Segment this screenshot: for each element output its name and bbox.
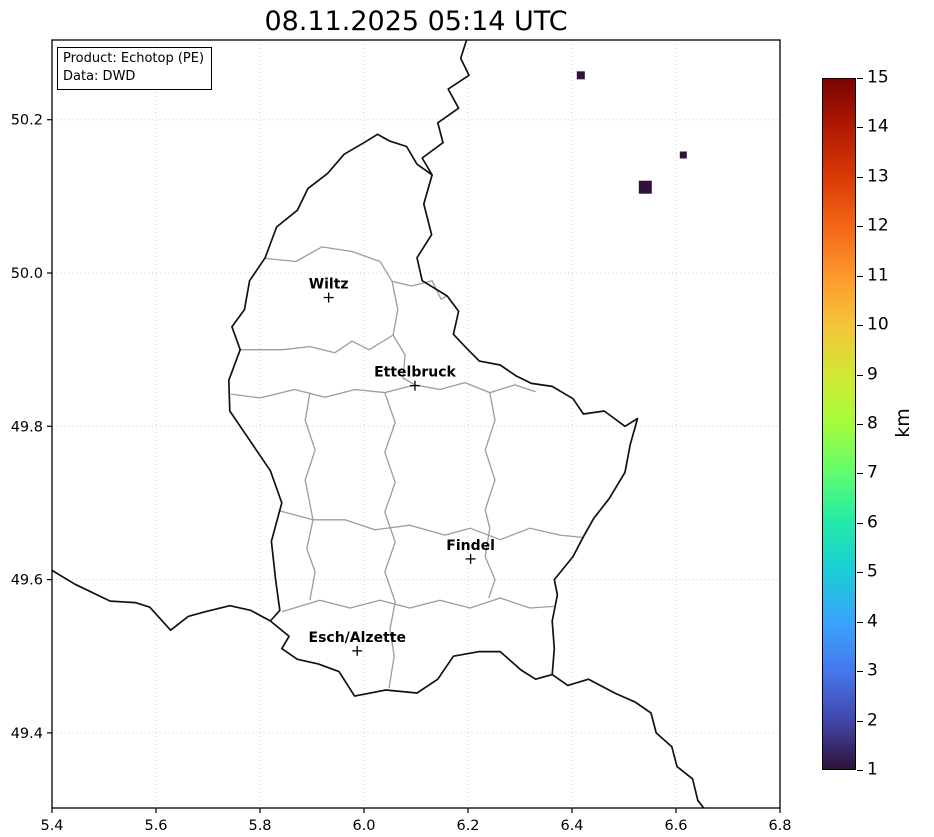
x-tick-label: 6.2 xyxy=(456,818,479,834)
y-tick-label: 49.6 xyxy=(11,573,43,589)
radar-echo-3 xyxy=(638,180,652,194)
product-info-line2: Data: DWD xyxy=(63,69,136,85)
y-tick-label: 50.2 xyxy=(11,113,43,129)
district-border-south-horizontal xyxy=(281,597,554,613)
radar-echo-2 xyxy=(679,151,687,159)
city-label-ettelbruck: Ettelbruck xyxy=(374,365,456,381)
district-border-west-vertical-south xyxy=(306,519,316,601)
x-tick-label: 6.4 xyxy=(560,818,583,834)
x-tick-label: 5.4 xyxy=(40,818,63,834)
city-label-findel: Findel xyxy=(446,538,495,554)
city-label-esch-alzette: Esch/Alzette xyxy=(309,630,406,646)
city-label-wiltz: Wiltz xyxy=(309,277,349,293)
plot-frame xyxy=(51,39,781,809)
x-tick-label: 6.0 xyxy=(352,818,375,834)
country-border-france-belgium xyxy=(52,569,271,632)
product-info-box: Product: Echotop (PE) Data: DWD xyxy=(57,47,213,91)
country-border-france-germany xyxy=(551,673,705,808)
country-border-belgium-germany xyxy=(421,40,470,176)
map-layer: Wiltz Ettelbruck Findel Esch/Alzette xyxy=(52,40,705,808)
district-border-mid-horizontal xyxy=(278,509,583,541)
district-border-ettelbruck-west xyxy=(230,384,416,399)
district-border-ettelbruck-east xyxy=(414,381,536,394)
district-border-wiltz-south xyxy=(239,334,394,354)
x-tick-label: 5.6 xyxy=(144,818,167,834)
country-border-luxembourg xyxy=(227,133,639,697)
district-border-center-vertical-north xyxy=(391,281,416,386)
district-border-findel-vertical xyxy=(484,528,496,599)
district-border-center-vertical-south xyxy=(384,392,396,689)
district-border-east-vertical xyxy=(484,392,496,529)
colorbar-unit-label: km xyxy=(892,408,914,438)
product-info-line1: Product: Echotop (PE) xyxy=(63,51,205,66)
y-tick-label: 50.0 xyxy=(11,266,43,282)
plot-title: 08.11.2025 05:14 UTC xyxy=(264,6,568,37)
district-border-west-vertical xyxy=(304,392,316,520)
colorbar xyxy=(822,78,856,770)
y-tick-label: 49.4 xyxy=(11,726,43,742)
x-tick-label: 6.6 xyxy=(664,818,687,834)
x-tick-label: 6.8 xyxy=(768,818,791,834)
y-tick-label: 49.8 xyxy=(11,419,43,435)
x-tick-label: 5.8 xyxy=(248,818,271,834)
radar-echo-1 xyxy=(576,71,585,80)
